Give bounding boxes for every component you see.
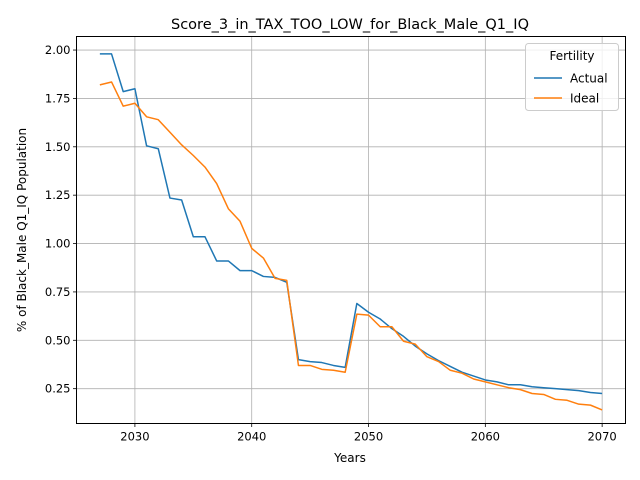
y-tick-label: 1.50 [45,140,71,154]
y-tick-label: 2.00 [45,43,71,57]
y-tick-label: 1.00 [45,237,71,251]
legend-label-ideal: Ideal [570,92,599,106]
legend: Fertility Actual Ideal [525,43,619,111]
legend-box [525,43,619,111]
y-tick-label: 1.75 [45,91,71,105]
x-tick-label: 2070 [587,430,616,444]
y-axis-label: % of Black_Male Q1_IQ Population [15,128,29,332]
x-tick-label: 2030 [120,430,149,444]
y-tick-label: 0.25 [45,382,71,396]
x-tick-label: 2040 [237,430,266,444]
series-line-ideal [99,81,603,411]
grid [76,36,626,424]
series-lines [99,53,603,411]
x-tick-label: 2060 [471,430,500,444]
y-tick-label: 0.75 [45,285,71,299]
y-tick-label: 1.25 [45,188,71,202]
x-axis-label: Years [333,451,366,465]
x-axis: 2030 2040 2050 2060 2070 [120,423,617,444]
y-axis: 0.25 0.50 0.75 1.00 1.25 1.50 1.75 2.00 [45,43,77,396]
plot-frame [76,36,626,424]
y-tick-label: 0.50 [45,333,71,347]
series-line-actual [99,53,603,395]
x-tick-label: 2050 [354,430,383,444]
legend-label-actual: Actual [570,72,608,86]
chart-title: Score_3_in_TAX_TOO_LOW_for_Black_Male_Q1… [171,17,529,33]
legend-title: Fertility [549,49,594,63]
